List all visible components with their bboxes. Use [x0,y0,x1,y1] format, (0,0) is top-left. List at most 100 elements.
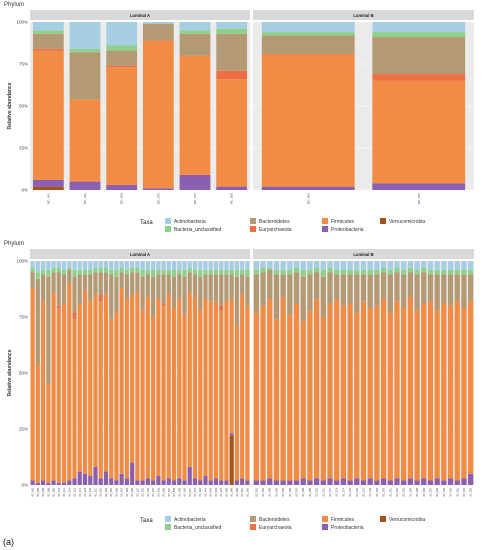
bar-segment [240,478,245,485]
legend-item-label: Actinobacteria [174,517,206,523]
bar-segment [142,22,174,24]
bar-segment [145,296,150,479]
bar-segment [142,188,174,190]
bar-segment [414,310,420,481]
bar-segment [179,22,211,31]
bar-segment [280,261,286,270]
x-tick-label: BC_926 [423,487,426,496]
bar-segment [56,272,61,306]
x-tick-label: BC_907 [296,487,299,496]
bar-segment [347,480,353,485]
bar-segment [461,274,467,309]
bar-segment [145,261,150,270]
bar-segment [46,276,51,385]
bar-segment [394,301,400,479]
bar-segment [62,261,67,270]
bar-segment [213,269,218,275]
bar-segment [216,22,248,29]
bar-segment [372,32,466,38]
bar-segment [219,480,224,485]
bar-segment [46,269,51,277]
bar-segment [140,480,145,485]
legend-swatch [322,218,328,224]
bar-segment [340,274,347,306]
bar-segment [320,261,326,270]
y-tick-label: 0% [21,188,28,193]
x-tick-label: BC_844 [204,487,207,496]
bar-segment [468,274,474,302]
bar-segment [354,261,360,270]
bar-segment [72,269,77,277]
facet-strip [253,10,474,20]
bar-segment [130,294,135,463]
bar-segment [441,303,447,481]
bar-segment [140,276,145,311]
bar-segment [213,301,218,479]
bar-segment [103,294,108,472]
y-tick-label: 0% [21,483,28,488]
bar-segment [67,261,72,268]
bar-segment [56,261,61,268]
bar-segment [51,267,56,273]
bar-segment [267,269,273,300]
bar-segment [67,480,72,485]
x-tick-label: BC_908 [302,487,305,496]
x-tick-label: BC_920 [383,487,386,496]
bar-segment [77,471,82,485]
bar-segment [461,269,467,275]
bar-segment [261,186,355,190]
bar-segment [208,274,213,302]
x-tick-label: BC_802 [32,487,35,496]
bar-segment [69,48,101,53]
bar-segment [32,48,64,51]
bar-segment [77,303,82,472]
bar-segment [88,269,93,275]
bar-segment [67,267,72,270]
x-tick-label: BC_833 [147,487,150,496]
bar-segment [287,274,293,315]
bar-segment [179,174,211,190]
bar-segment [421,272,427,304]
bar-segment [434,310,440,479]
bar-segment [182,480,187,485]
bar-segment [135,292,140,481]
bar-segment [307,261,313,270]
y-tick-label: 50% [19,104,28,109]
bar-segment [454,269,460,275]
bar-segment [360,480,367,485]
legend-swatch [322,524,328,530]
bar-segment [372,74,466,81]
bar-segment [93,467,98,485]
x-tick-label: BC_921 [389,487,392,496]
bar-segment [172,308,177,481]
bar-segment [287,314,293,481]
bar-segment [140,310,145,481]
x-tick-label: BC_922 [396,487,399,496]
bar-segment [468,261,474,270]
bar-segment [401,274,407,309]
bar-segment [62,274,67,304]
bar-segment [187,272,192,293]
figure-label: (a) [3,537,14,547]
bar-segment [203,274,208,300]
x-tick-label: BC_923 [403,487,406,496]
bar-segment [77,269,82,275]
x-tick-label: BC_931 [456,487,459,496]
bar-segment [441,480,447,485]
bar-segment [166,274,171,295]
bar-segment [72,478,77,485]
bar-segment [192,296,198,479]
bar-segment [320,269,326,277]
bar-segment [30,287,35,481]
bar-segment [109,478,114,485]
facet-strip [30,10,250,20]
bar-segment [67,269,72,284]
x-tick-label: BC_901 [255,487,258,496]
bar-segment [216,186,248,190]
bar-segment [161,480,166,485]
x-tick-label: BC_830 [131,487,134,496]
y-axis-label: Relative abundance [7,349,13,396]
x-tick-label: BC_824 [110,487,113,496]
bar-segment [166,261,171,270]
bar-segment [407,296,413,479]
